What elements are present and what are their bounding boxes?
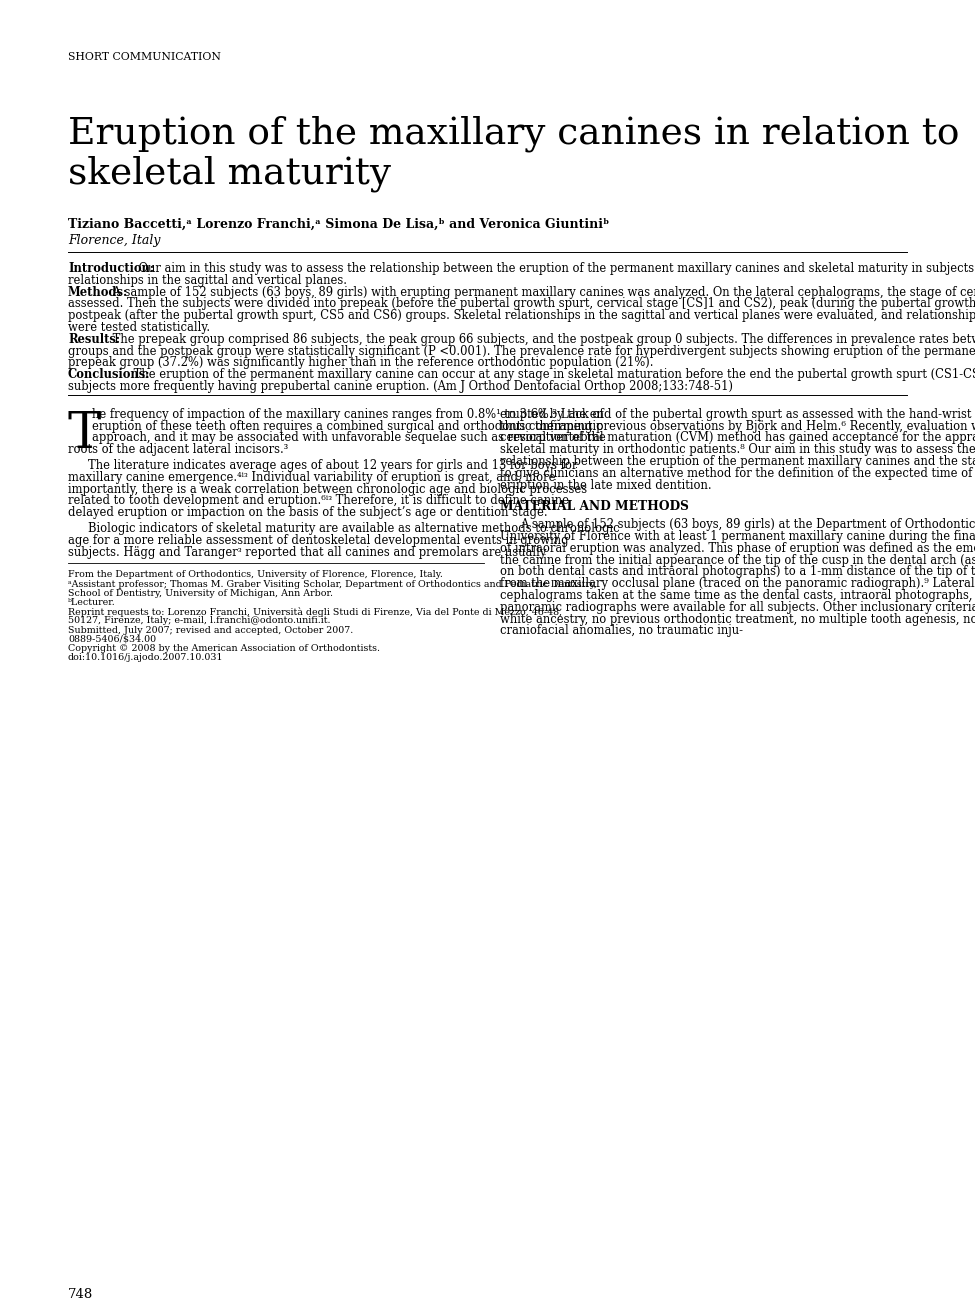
Text: skeletal maturity in orthodontic patients.⁸ Our aim in this study was to assess : skeletal maturity in orthodontic patient… <box>500 444 975 457</box>
Text: thus confirming previous observations by Björk and Helm.⁶ Recently, evaluation w: thus confirming previous observations by… <box>500 420 975 432</box>
Text: SHORT COMMUNICATION: SHORT COMMUNICATION <box>68 52 221 63</box>
Text: roots of the adjacent lateral incisors.³: roots of the adjacent lateral incisors.³ <box>68 444 289 457</box>
Text: groups and the postpeak group were statistically significant (P <0.001). The pre: groups and the postpeak group were stati… <box>68 345 975 358</box>
Text: Eruption of the maxillary canines in relation to: Eruption of the maxillary canines in rel… <box>68 115 959 151</box>
Text: the canine from the initial appearance of the tip of the cusp in the dental arch: the canine from the initial appearance o… <box>500 553 975 566</box>
Text: Copyright © 2008 by the American Association of Orthodontists.: Copyright © 2008 by the American Associa… <box>68 643 380 652</box>
Text: Biologic indicators of skeletal maturity are available as alternative methods to: Biologic indicators of skeletal maturity… <box>88 522 620 535</box>
Text: cervical vertebral maturation (CVM) method has gained acceptance for the apprais: cervical vertebral maturation (CVM) meth… <box>500 432 975 445</box>
Text: University of Florence with at least 1 permanent maxillary canine during the fin: University of Florence with at least 1 p… <box>500 530 975 543</box>
Text: MATERIAL AND METHODS: MATERIAL AND METHODS <box>500 500 689 513</box>
Text: were tested statistically.: were tested statistically. <box>68 321 214 334</box>
Text: A sample of 152 subjects (63 boys, 89 girls) with erupting permanent maxillary c: A sample of 152 subjects (63 boys, 89 gi… <box>109 286 975 299</box>
Text: to give clinicians an alternative method for the definition of the expected time: to give clinicians an alternative method… <box>500 467 975 480</box>
Text: 748: 748 <box>68 1288 94 1301</box>
Text: approach, and it may be associated with unfavorable sequelae such as resorption : approach, and it may be associated with … <box>92 432 605 445</box>
Text: ᵇLecturer.: ᵇLecturer. <box>68 598 116 607</box>
Text: doi:10.1016/j.ajodo.2007.10.031: doi:10.1016/j.ajodo.2007.10.031 <box>68 654 223 662</box>
Text: Conclusions:: Conclusions: <box>68 368 150 381</box>
Text: delayed eruption or impaction on the basis of the subject’s age or dentition sta: delayed eruption or impaction on the bas… <box>68 506 548 519</box>
Text: from the maxillary occlusal plane (traced on the panoramic radiograph).⁹ Lateral: from the maxillary occlusal plane (trace… <box>500 577 975 590</box>
Text: Introduction:: Introduction: <box>68 262 154 275</box>
Text: A sample of 152 subjects (63 boys, 89 girls) at the Department of Orthodontics o: A sample of 152 subjects (63 boys, 89 gi… <box>520 518 975 531</box>
Text: 50127, Firenze, Italy; e-mail, l.franchi@odonto.unifi.it.: 50127, Firenze, Italy; e-mail, l.franchi… <box>68 616 331 625</box>
Text: panoramic radiographs were available for all subjects. Other inclusionary criter: panoramic radiographs were available for… <box>500 600 975 613</box>
Text: ᵃAssistant professor; Thomas M. Graber Visiting Scholar, Department of Orthodont: ᵃAssistant professor; Thomas M. Graber V… <box>68 579 597 589</box>
Text: The prepeak group comprised 86 subjects, the peak group 66 subjects, and the pos: The prepeak group comprised 86 subjects,… <box>109 333 975 346</box>
Text: Methods:: Methods: <box>68 286 129 299</box>
Text: white ancestry, no previous orthodontic treatment, no multiple tooth agenesis, n: white ancestry, no previous orthodontic … <box>500 612 975 625</box>
Text: erupted by the end of the pubertal growth spurt as assessed with the hand-wrist : erupted by the end of the pubertal growt… <box>500 407 975 420</box>
Text: T: T <box>68 410 101 459</box>
Text: age for a more reliable assessment of dentoskeletal developmental events in grow: age for a more reliable assessment of de… <box>68 534 568 547</box>
Text: Tiziano Baccetti,ᵃ Lorenzo Franchi,ᵃ Simona De Lisa,ᵇ and Veronica Giuntiniᵇ: Tiziano Baccetti,ᵃ Lorenzo Franchi,ᵃ Sim… <box>68 218 609 231</box>
Text: Results:: Results: <box>68 333 120 346</box>
Text: The literature indicates average ages of about 12 years for girls and 13 for boy: The literature indicates average ages of… <box>88 459 577 472</box>
Text: Reprint requests to: Lorenzo Franchi, Università degli Studi di Firenze, Via del: Reprint requests to: Lorenzo Franchi, Un… <box>68 607 563 617</box>
Text: Our aim in this study was to assess the relationship between the eruption of the: Our aim in this study was to assess the … <box>135 262 975 275</box>
Text: eruption of these teeth often requires a combined surgical and orthodontic thera: eruption of these teeth often requires a… <box>92 420 603 432</box>
Text: Florence, Italy: Florence, Italy <box>68 234 161 247</box>
Text: relationships in the sagittal and vertical planes.: relationships in the sagittal and vertic… <box>68 274 351 287</box>
Text: skeletal maturity: skeletal maturity <box>68 155 391 192</box>
Text: importantly, there is a weak correlation between chronologic age and biologic pr: importantly, there is a weak correlation… <box>68 483 587 496</box>
Text: The eruption of the permanent maxillary canine can occur at any stage in skeleta: The eruption of the permanent maxillary … <box>130 368 975 381</box>
Text: related to tooth development and eruption.⁶ⁱᶟ Therefore, it is difficult to defi: related to tooth development and eruptio… <box>68 495 569 508</box>
Text: postpeak (after the pubertal growth spurt, CS5 and CS6) groups. Skeletal relatio: postpeak (after the pubertal growth spur… <box>68 309 975 322</box>
Text: 0889-5406/$34.00: 0889-5406/$34.00 <box>68 634 156 643</box>
Text: of intraoral eruption was analyzed. This phase of eruption was defined as the em: of intraoral eruption was analyzed. This… <box>500 542 975 555</box>
Text: School of Dentistry, University of Michigan, Ann Arbor.: School of Dentistry, University of Michi… <box>68 589 333 598</box>
Text: he frequency of impaction of the maxillary canines ranges from 0.8%¹ to 3.6%.² L: he frequency of impaction of the maxilla… <box>92 407 604 420</box>
Text: cephalograms taken at the same time as the dental casts, intraoral photographs, : cephalograms taken at the same time as t… <box>500 589 975 602</box>
Text: From the Department of Orthodontics, University of Florence, Florence, Italy.: From the Department of Orthodontics, Uni… <box>68 570 443 579</box>
Text: assessed. Then the subjects were divided into prepeak (before the pubertal growt: assessed. Then the subjects were divided… <box>68 298 975 311</box>
Text: relationship between the eruption of the permanent maxillary canines and the sta: relationship between the eruption of the… <box>500 455 975 468</box>
Text: subjects. Hägg and Tarangerᶟ reported that all canines and premolars are usually: subjects. Hägg and Tarangerᶟ reported th… <box>68 545 546 559</box>
Text: on both dental casts and intraoral photographs) to a 1-mm distance of the tip of: on both dental casts and intraoral photo… <box>500 565 975 578</box>
Text: eruption in the late mixed dentition.: eruption in the late mixed dentition. <box>500 479 712 492</box>
Text: craniofacial anomalies, no traumatic inju-: craniofacial anomalies, no traumatic inj… <box>500 624 743 637</box>
Text: Submitted, July 2007; revised and accepted, October 2007.: Submitted, July 2007; revised and accept… <box>68 625 353 634</box>
Text: prepeak group (37.2%) was significantly higher than in the reference orthodontic: prepeak group (37.2%) was significantly … <box>68 356 657 369</box>
Text: maxillary canine emergence.⁴ⁱᶟ Individual variability of eruption is great, and,: maxillary canine emergence.⁴ⁱᶟ Individua… <box>68 471 556 484</box>
Text: subjects more frequently having prepubertal canine eruption. (Am J Orthod Dentof: subjects more frequently having prepuber… <box>68 380 733 393</box>
